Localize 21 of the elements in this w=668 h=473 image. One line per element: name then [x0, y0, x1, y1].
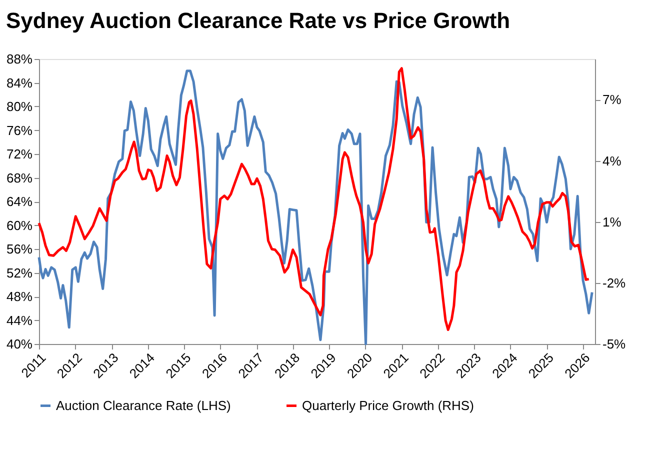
y2-tick-label: -2% — [602, 275, 626, 290]
y-tick-label: 68% — [6, 170, 33, 186]
y-tick-label: 40% — [6, 336, 33, 352]
y-tick-label: 56% — [6, 242, 33, 256]
y-tick-label: 80% — [6, 99, 33, 114]
y-tick-label: 60% — [6, 218, 33, 233]
y-tick-label: 64% — [6, 194, 33, 209]
legend-label: Auction Clearance Rate (LHS) — [56, 398, 231, 413]
y-tick-label: 84% — [6, 75, 33, 90]
y-tick-label: 88% — [6, 52, 33, 66]
y-tick-label: 48% — [6, 289, 33, 304]
legend-label: Quarterly Price Growth (RHS) — [302, 398, 474, 413]
y2-tick-label: 4% — [602, 153, 622, 168]
chart-title: Sydney Auction Clearance Rate vs Price Growth — [6, 8, 510, 33]
y2-tick-label: 7% — [602, 92, 622, 108]
y-tick-label: 76% — [6, 122, 33, 138]
y-tick-label: 44% — [6, 312, 33, 328]
y-tick-label: 72% — [6, 146, 33, 162]
y2-tick-label: -5% — [602, 336, 626, 352]
y-tick-label: 52% — [6, 265, 33, 280]
y2-tick-label: 1% — [602, 214, 622, 230]
